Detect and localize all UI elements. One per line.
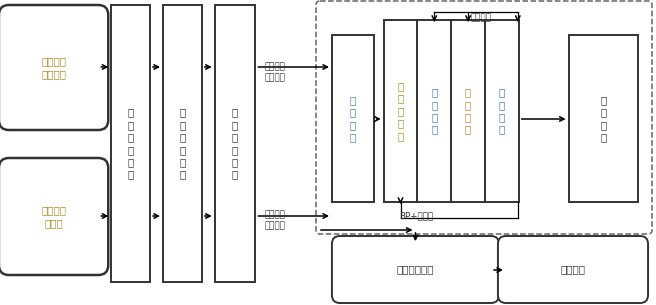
Text: 分割完成: 分割完成 xyxy=(560,264,586,274)
Text: BP+优化器: BP+优化器 xyxy=(400,211,434,221)
Text: 牙
颌
数
模
简
化: 牙 颌 数 模 简 化 xyxy=(127,107,134,180)
FancyBboxPatch shape xyxy=(0,5,108,130)
Bar xyxy=(112,5,150,282)
Text: 输入模型
进行训练: 输入模型 进行训练 xyxy=(264,62,285,82)
Text: 特
征
输
入: 特 征 输 入 xyxy=(350,95,356,142)
Text: 输入模型
进行预测: 输入模型 进行预测 xyxy=(264,210,285,230)
Text: 坐
标
系
标
准
化: 坐 标 系 标 准 化 xyxy=(179,107,186,180)
Bar xyxy=(485,20,519,202)
Text: 待
训
练
参
数: 待 训 练 参 数 xyxy=(398,81,403,141)
Bar xyxy=(163,5,201,282)
Bar xyxy=(215,5,255,282)
Bar xyxy=(451,20,485,202)
Text: 代
价
函
数: 代 价 函 数 xyxy=(499,88,505,135)
Text: 模
型
验
证: 模 型 验 证 xyxy=(600,95,606,142)
FancyBboxPatch shape xyxy=(316,1,652,234)
FancyBboxPatch shape xyxy=(0,158,108,275)
Bar xyxy=(569,35,638,202)
FancyBboxPatch shape xyxy=(498,236,648,303)
Text: 训练好的模型: 训练好的模型 xyxy=(397,264,434,274)
Bar xyxy=(332,35,374,202)
Text: 优
化
组
件: 优 化 组 件 xyxy=(465,88,471,135)
Text: 调整参数: 调整参数 xyxy=(471,13,492,23)
Text: 数
模
特
征
提
取: 数 模 特 征 提 取 xyxy=(232,107,238,180)
Bar xyxy=(417,20,451,202)
Text: 待分割牙
颌数模: 待分割牙 颌数模 xyxy=(41,205,66,228)
Text: 可
调
参
数: 可 调 参 数 xyxy=(431,88,438,135)
FancyBboxPatch shape xyxy=(332,236,499,303)
Bar xyxy=(384,20,417,202)
Text: 训练样本
牙颌数模: 训练样本 牙颌数模 xyxy=(41,56,66,79)
